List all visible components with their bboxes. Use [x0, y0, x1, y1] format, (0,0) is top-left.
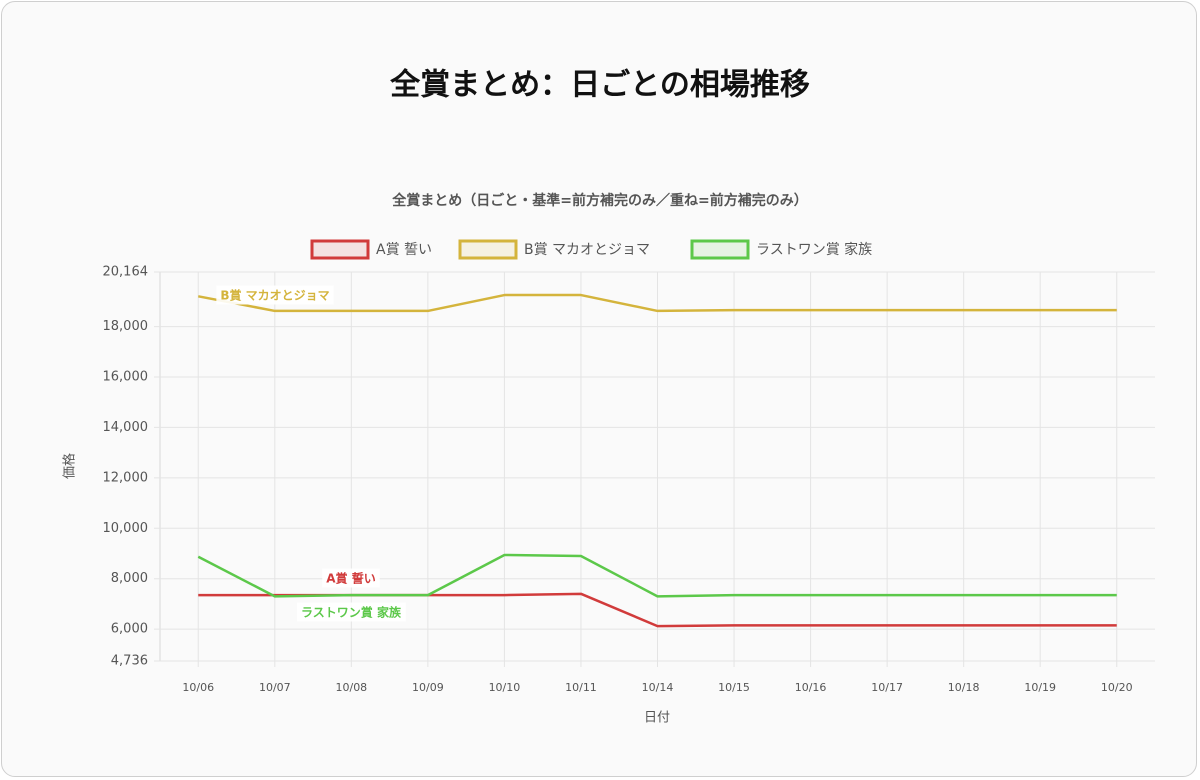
grid	[154, 271, 1155, 667]
y-tick-label: 8,000	[111, 571, 148, 586]
y-axis-label: 価格	[62, 453, 78, 479]
x-tick-label: 10/08	[335, 681, 367, 694]
x-tick-label: 10/20	[1101, 681, 1133, 694]
series-annotation: A賞 誓い	[326, 571, 375, 586]
legend-label: A賞 誓い	[376, 242, 432, 258]
y-tick-label: 16,000	[103, 369, 149, 384]
x-tick-label: 10/06	[182, 681, 214, 694]
x-tick-label: 10/19	[1024, 681, 1056, 694]
legend-swatch	[458, 239, 518, 260]
series-line	[197, 553, 1117, 598]
annotation-bg	[216, 285, 334, 305]
annotation-bg	[322, 568, 380, 588]
x-tick-label: 10/10	[489, 681, 521, 694]
y-tick-label: 20,164	[103, 265, 149, 280]
x-tick-label: 10/16	[795, 681, 827, 694]
series-line	[198, 293, 1117, 313]
chart-subtitle: 全賞まとめ（日ごと・基準=前方補完のみ／重ね=前方補完のみ）	[391, 192, 807, 209]
x-axis-label: 日付	[644, 711, 670, 726]
y-tick-label: 4,736	[111, 654, 148, 669]
y-tick-label: 14,000	[103, 420, 149, 435]
x-tick-label: 10/11	[565, 681, 597, 694]
x-tick-label: 10/07	[259, 681, 291, 694]
y-tick-label: 6,000	[111, 622, 148, 637]
x-tick-label: 10/15	[718, 681, 750, 694]
page-title: 全賞まとめ：日ごとの相場推移	[389, 68, 810, 103]
x-tick-label: 10/17	[871, 681, 903, 694]
series-annotation: ラストワン賞 家族	[301, 605, 402, 620]
legend-label: ラストワン賞 家族	[756, 241, 872, 258]
legend-swatch	[310, 239, 370, 260]
y-tick-label: 18,000	[103, 319, 149, 334]
x-tick-label: 10/09	[412, 681, 444, 694]
x-tick-label: 10/14	[642, 681, 674, 694]
series-annotation: B賞 マカオとジョマ	[220, 288, 329, 303]
y-tick-label: 10,000	[103, 521, 149, 536]
legend-label: B賞 マカオとジョマ	[524, 242, 650, 258]
y-tick-label: 12,000	[103, 470, 149, 485]
legend-swatch	[690, 239, 750, 260]
x-tick-label: 10/18	[948, 681, 980, 694]
annotation-bg	[297, 602, 406, 622]
